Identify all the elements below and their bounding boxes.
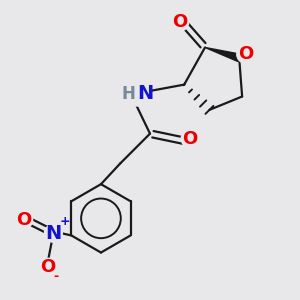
Circle shape — [124, 81, 149, 106]
Circle shape — [15, 211, 33, 229]
Text: O: O — [40, 258, 55, 276]
Polygon shape — [205, 47, 240, 61]
Text: +: + — [60, 215, 70, 228]
Circle shape — [237, 45, 255, 63]
Text: O: O — [172, 13, 187, 31]
Text: O: O — [238, 45, 253, 63]
Text: -: - — [53, 270, 58, 283]
Text: O: O — [182, 130, 198, 148]
Circle shape — [38, 258, 56, 276]
Circle shape — [44, 224, 62, 242]
Circle shape — [171, 13, 189, 31]
Text: N: N — [137, 84, 154, 103]
Text: N: N — [45, 224, 62, 243]
Circle shape — [181, 130, 199, 148]
Text: O: O — [16, 211, 31, 229]
Text: H: H — [121, 85, 135, 103]
